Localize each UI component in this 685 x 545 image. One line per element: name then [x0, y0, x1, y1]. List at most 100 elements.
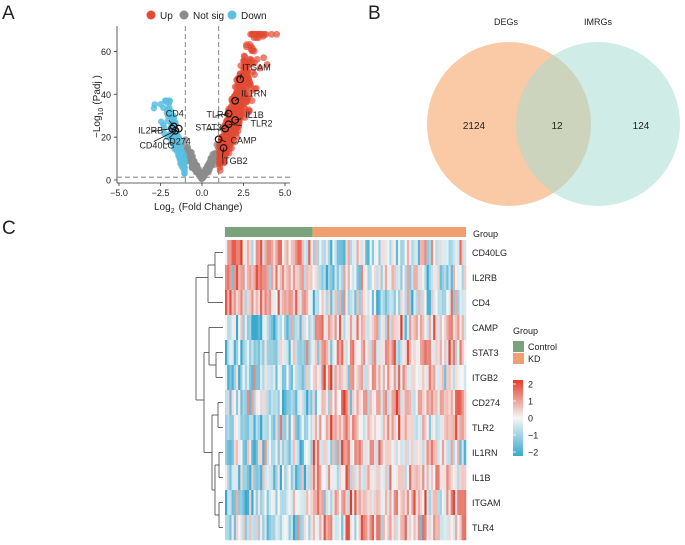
- gene-point-cd4: [169, 122, 178, 131]
- heat-cell: [409, 490, 412, 516]
- heat-cell: [301, 515, 305, 541]
- heat-cell: [450, 440, 454, 466]
- point-up: [236, 84, 243, 92]
- heat-cell: [426, 290, 430, 316]
- heat-cell: [297, 490, 300, 516]
- venn-set-label-imrgs: IMRGs: [584, 17, 612, 27]
- heat-cell: [389, 265, 392, 291]
- heat-cell: [415, 465, 419, 491]
- heat-cell: [297, 340, 300, 366]
- heat-cell: [455, 490, 458, 516]
- heat-cell: [433, 390, 436, 416]
- heat-cell: [391, 265, 394, 291]
- heat-cell: [317, 465, 320, 491]
- heat-cell: [235, 340, 239, 366]
- heat-cell: [327, 290, 331, 316]
- heat-cell: [345, 440, 348, 466]
- heat-cell: [430, 340, 434, 366]
- heat-cell: [255, 290, 259, 316]
- heat-cell: [411, 340, 414, 366]
- heat-cell: [225, 265, 228, 291]
- heat-cell: [400, 240, 403, 266]
- gene-point-il1b: [231, 116, 240, 124]
- heat-cell: [354, 415, 357, 441]
- heat-cell: [330, 340, 333, 366]
- heat-cell: [306, 390, 309, 416]
- heat-cell: [444, 490, 447, 516]
- heat-cell: [395, 340, 399, 366]
- heat-cell: [240, 290, 243, 316]
- heat-cell: [317, 240, 320, 266]
- heat-cell: [246, 315, 250, 341]
- heat-cell: [384, 365, 388, 391]
- heat-cell: [231, 240, 235, 266]
- gene-row-label-il1b: IL1B: [472, 473, 491, 483]
- heat-cell: [225, 340, 228, 366]
- heat-cell: [391, 340, 394, 366]
- point-up: [236, 70, 244, 77]
- heat-cell: [382, 490, 386, 516]
- heat-cell: [325, 390, 329, 416]
- heat-cell: [380, 390, 384, 416]
- panel-label-c: C: [2, 218, 16, 239]
- heat-cell: [371, 365, 375, 391]
- point-up: [216, 157, 224, 165]
- heat-cell: [235, 390, 239, 416]
- heat-cell: [356, 315, 359, 341]
- heat-cell: [271, 265, 274, 291]
- heat-cell: [233, 240, 237, 266]
- heat-cell: [249, 440, 252, 466]
- heat-cell: [389, 315, 392, 341]
- heat-cell: [251, 240, 254, 266]
- heat-cell: [319, 365, 322, 391]
- heat-cell: [273, 390, 276, 416]
- heat-cell: [367, 440, 370, 466]
- heat-cell: [295, 240, 298, 266]
- point-not-sig: [182, 136, 189, 143]
- point-up: [241, 53, 249, 61]
- heat-cell: [238, 390, 241, 416]
- heat-cell: [306, 415, 309, 441]
- heat-cell: [253, 290, 256, 316]
- heat-cell: [325, 465, 329, 491]
- heat-cell: [319, 265, 322, 291]
- heat-cell: [273, 240, 276, 266]
- heat-cell: [347, 390, 351, 416]
- heat-cell: [395, 415, 399, 441]
- heat-cell: [430, 415, 434, 441]
- heat-cell: [231, 440, 235, 466]
- heat-cell: [233, 290, 237, 316]
- heat-cell: [452, 240, 456, 266]
- heat-cell: [450, 315, 454, 341]
- heat-cell: [314, 315, 318, 341]
- heat-cell: [338, 515, 342, 541]
- heat-cell: [463, 515, 467, 541]
- heat-cell: [439, 415, 443, 441]
- heat-cell: [428, 240, 432, 266]
- heat-cell: [341, 440, 344, 466]
- heat-cell: [262, 365, 265, 391]
- heat-cell: [384, 290, 388, 316]
- heat-cell: [321, 465, 324, 491]
- y-tick-label: 20: [101, 133, 111, 143]
- heat-cell: [327, 265, 331, 291]
- volcano-points: [150, 30, 281, 183]
- heat-cell: [341, 240, 344, 266]
- heat-cell: [409, 440, 412, 466]
- heat-cell: [266, 290, 270, 316]
- heat-cell: [435, 465, 438, 491]
- heat-cell: [457, 240, 460, 266]
- heat-cell: [299, 390, 302, 416]
- heat-cell: [446, 390, 449, 416]
- heat-cell: [233, 365, 237, 391]
- heat-cell: [428, 340, 432, 366]
- heat-cell: [297, 415, 300, 441]
- heat-cell: [268, 415, 272, 441]
- heat-cell: [382, 240, 386, 266]
- color-scale-ticks: 2 1 0 −1 −2: [513, 380, 538, 458]
- legend-swatch-not-sig: [179, 10, 189, 20]
- heat-cell: [419, 515, 423, 541]
- heat-cell: [275, 340, 278, 366]
- heat-cell: [446, 465, 449, 491]
- heat-cell: [253, 490, 256, 516]
